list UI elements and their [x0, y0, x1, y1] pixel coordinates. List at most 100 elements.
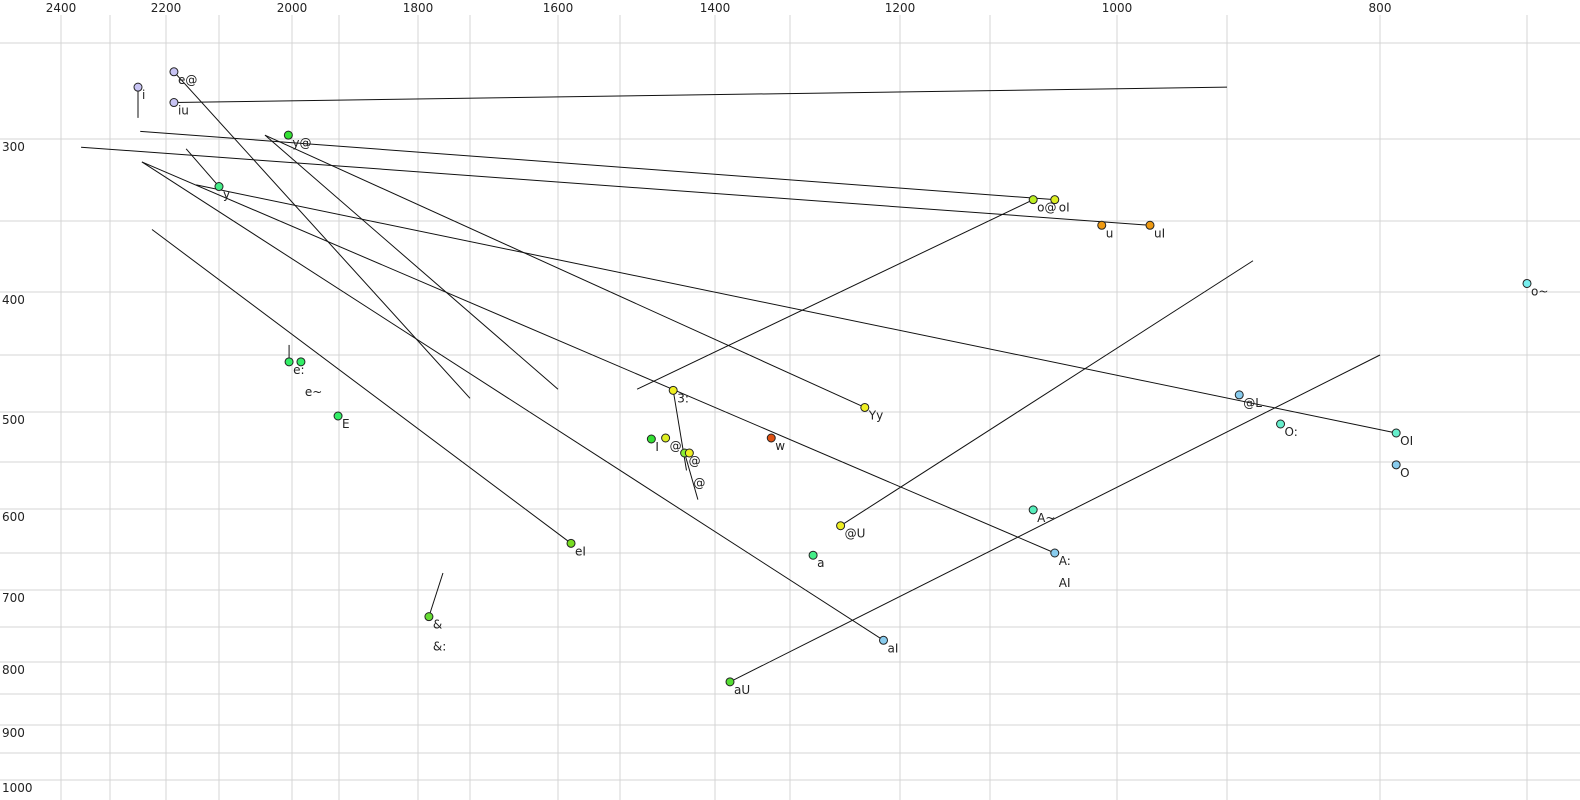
data-point — [214, 182, 224, 192]
y-tick-label: 600 — [2, 510, 25, 524]
data-point — [133, 82, 143, 92]
point-label: i — [142, 88, 145, 102]
trajectory-line — [840, 260, 1254, 527]
data-point — [296, 357, 306, 367]
point-label: Yy — [868, 408, 883, 422]
data-point — [725, 677, 735, 687]
point-label: y@ — [292, 136, 311, 150]
point-label: @ — [689, 454, 701, 468]
data-point — [1234, 390, 1244, 400]
point-label: OI — [1400, 434, 1413, 448]
trajectory-line — [141, 161, 1055, 554]
data-point — [424, 612, 434, 622]
point-label: 3: — [677, 391, 689, 405]
point-label: @ — [693, 476, 705, 490]
point-label: a — [817, 556, 824, 570]
trajectories — [81, 71, 1397, 683]
y-axis-ticks: 300 400 500 600 700 800 900 1000 — [2, 140, 33, 795]
x-tick-label: 1000 — [1102, 1, 1133, 15]
point-label: A: — [1059, 554, 1071, 568]
y-tick-label: 900 — [2, 726, 25, 740]
point-label: o~ — [1531, 284, 1548, 298]
trajectory-line — [173, 86, 1228, 104]
x-tick-label: 800 — [1369, 1, 1392, 15]
point-label: y — [223, 188, 230, 202]
x-tick-label: 2400 — [46, 1, 77, 15]
point-label: & — [433, 618, 442, 632]
data-point — [1028, 195, 1038, 205]
data-point — [808, 550, 818, 560]
data-point — [1097, 220, 1107, 230]
trajectory-line — [729, 354, 1381, 683]
trajectory-line — [81, 146, 1151, 226]
point-label: O: — [1285, 425, 1298, 439]
point-label: eI — [575, 544, 586, 558]
y-tick-label: 700 — [2, 591, 25, 605]
point-label: @ — [670, 439, 682, 453]
data-point — [333, 411, 343, 421]
data-point — [1391, 460, 1401, 470]
point-label: u — [1106, 226, 1114, 240]
x-tick-label: 1600 — [543, 1, 574, 15]
x-axis-ticks: 2400 2200 2000 1800 1600 1400 1200 1000 800 — [46, 1, 1392, 15]
data-point — [1050, 195, 1060, 205]
point-label: O — [1400, 466, 1409, 480]
data-point — [1391, 428, 1401, 438]
x-tick-label: 2200 — [151, 1, 182, 15]
point-label: A~ — [1037, 511, 1055, 525]
trajectory-line — [140, 130, 1055, 201]
data-point — [1145, 220, 1155, 230]
point-label: &: — [433, 640, 446, 654]
point-label: e: — [293, 363, 304, 377]
trajectory-line — [264, 134, 559, 390]
data-point — [836, 521, 846, 531]
y-tick-label: 400 — [2, 293, 25, 307]
point-label: uI — [1154, 226, 1165, 240]
y-tick-label: 1000 — [2, 781, 33, 795]
point-label: iu — [178, 104, 189, 118]
data-point — [169, 98, 179, 108]
trajectory-line — [636, 199, 1034, 390]
data-point — [860, 402, 870, 412]
point-label: aI — [888, 641, 899, 655]
data-point — [766, 433, 776, 443]
x-tick-label: 1200 — [885, 1, 916, 15]
point-label: aU — [734, 683, 750, 697]
point-label: @L — [1243, 396, 1262, 410]
trajectory-line — [428, 572, 444, 617]
trajectory-line — [264, 134, 866, 408]
trajectory-line — [141, 161, 884, 641]
trajectory-line — [684, 452, 699, 500]
point-label: oI — [1059, 201, 1070, 215]
data-point — [646, 434, 656, 444]
grid — [0, 15, 1580, 800]
point-label: @U — [845, 527, 866, 541]
point-label: w — [775, 439, 785, 453]
y-tick-label: 300 — [2, 140, 25, 154]
data-point — [169, 67, 179, 77]
point-label: e~ — [305, 385, 322, 399]
data-point — [566, 538, 576, 548]
point-label: E — [342, 417, 350, 431]
x-tick-label: 2000 — [277, 1, 308, 15]
data-point — [684, 448, 694, 458]
data-point — [1028, 505, 1038, 515]
trajectory-line — [196, 184, 1397, 434]
data-point — [661, 433, 671, 443]
x-tick-label: 1400 — [700, 1, 731, 15]
data-point — [1276, 419, 1286, 429]
data-point — [1522, 278, 1532, 288]
data-point — [879, 635, 888, 645]
trajectory-line — [185, 148, 220, 187]
data-point — [1050, 548, 1060, 558]
point-label: I — [655, 440, 659, 454]
x-tick-label: 1800 — [403, 1, 434, 15]
trajectory-line — [151, 229, 572, 544]
data-points: i e@ iu y@ y Yy e:e~ EeI & &: I @ @ @3: w a @U aI aU o@ oI u u… — [133, 67, 1548, 697]
data-point — [283, 130, 293, 140]
point-label: e@ — [178, 73, 197, 87]
data-point — [284, 357, 294, 367]
y-tick-label: 800 — [2, 663, 25, 677]
point-label: o@ — [1037, 201, 1056, 215]
